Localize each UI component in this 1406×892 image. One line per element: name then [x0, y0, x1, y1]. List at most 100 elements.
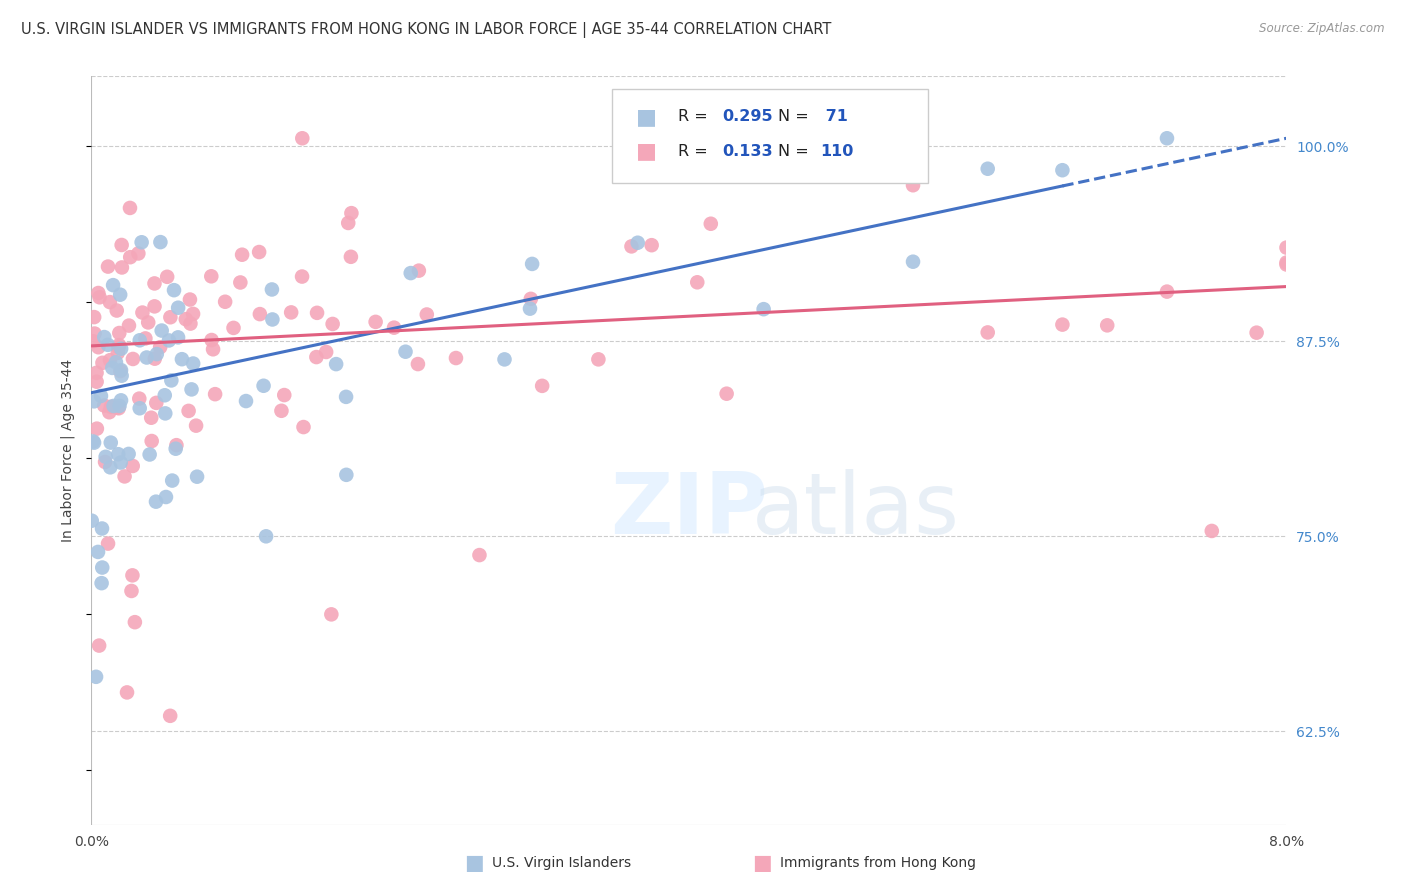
Point: [531, 379, 554, 393]
Point: [620, 239, 643, 253]
Point: [149, 235, 172, 249]
Point: [179, 317, 201, 331]
Point: [98, 460, 121, 475]
Point: [97, 260, 120, 274]
Point: [394, 344, 416, 359]
Point: [640, 238, 662, 252]
Point: [105, 303, 128, 318]
Point: [114, 469, 136, 483]
Point: [520, 292, 543, 306]
Text: N =: N =: [778, 145, 814, 159]
Point: [143, 351, 166, 366]
Point: [128, 333, 150, 347]
Text: Source: ZipAtlas.com: Source: ZipAtlas.com: [1260, 22, 1385, 36]
Point: [108, 287, 131, 301]
Point: [98, 295, 121, 310]
Point: [110, 393, 132, 408]
Point: [97, 536, 120, 550]
Point: [107, 340, 129, 354]
Point: [107, 401, 129, 416]
Text: 0.133: 0.133: [723, 145, 773, 159]
Point: [686, 275, 709, 289]
Point: [382, 320, 405, 334]
Point: [165, 438, 187, 452]
Point: [111, 238, 134, 252]
Point: [91, 521, 114, 535]
Point: [229, 276, 252, 290]
Point: [307, 306, 329, 320]
Point: [180, 383, 202, 397]
Point: [100, 435, 122, 450]
Point: [111, 260, 134, 275]
Point: [160, 373, 183, 387]
Point: [337, 216, 360, 230]
Point: [177, 404, 200, 418]
Text: U.S. Virgin Islanders: U.S. Virgin Islanders: [492, 856, 631, 871]
Point: [103, 399, 125, 413]
Point: [110, 342, 132, 356]
Point: [1156, 285, 1178, 299]
Point: [340, 206, 363, 220]
Point: [145, 396, 167, 410]
Point: [406, 357, 429, 371]
Point: [98, 353, 121, 368]
Point: [121, 458, 143, 473]
Point: [270, 404, 292, 418]
Point: [110, 363, 132, 377]
Point: [291, 269, 314, 284]
Point: [1052, 163, 1074, 178]
Point: [136, 315, 159, 329]
Point: [143, 277, 166, 291]
Point: [89, 639, 111, 653]
Point: [104, 355, 127, 369]
Point: [416, 308, 439, 322]
Point: [110, 364, 132, 378]
Point: [247, 245, 270, 260]
Point: [127, 246, 149, 260]
Point: [101, 278, 124, 293]
Point: [901, 178, 924, 193]
Point: [291, 131, 314, 145]
Point: [115, 685, 138, 699]
Point: [752, 302, 775, 317]
Point: [204, 387, 226, 401]
Point: [143, 299, 166, 313]
Point: [167, 301, 190, 315]
Point: [399, 266, 422, 280]
Point: [254, 529, 277, 543]
Point: [648, 165, 671, 179]
Point: [716, 386, 738, 401]
Text: ■: ■: [636, 107, 657, 127]
Point: [128, 392, 150, 406]
Point: [1156, 131, 1178, 145]
Point: [494, 352, 516, 367]
Text: 71: 71: [820, 110, 848, 124]
Point: [165, 442, 187, 456]
Point: [86, 422, 108, 436]
Point: [155, 406, 177, 420]
Point: [146, 347, 169, 361]
Point: [141, 410, 163, 425]
Point: [444, 351, 467, 365]
Point: [118, 201, 141, 215]
Text: ZIP: ZIP: [610, 469, 768, 552]
Point: [94, 450, 117, 464]
Point: [150, 324, 173, 338]
Point: [83, 310, 105, 324]
Point: [80, 514, 103, 528]
Point: [87, 340, 110, 354]
Point: [292, 420, 315, 434]
Point: [145, 494, 167, 508]
Point: [159, 310, 181, 325]
Point: [181, 357, 204, 371]
Point: [160, 474, 183, 488]
Point: [121, 584, 143, 599]
Point: [135, 351, 157, 365]
Point: [83, 435, 105, 450]
Point: [235, 394, 257, 409]
Point: [700, 217, 723, 231]
Point: [1097, 318, 1119, 333]
Text: atlas: atlas: [752, 469, 960, 552]
Point: [273, 388, 295, 402]
Point: [170, 352, 193, 367]
